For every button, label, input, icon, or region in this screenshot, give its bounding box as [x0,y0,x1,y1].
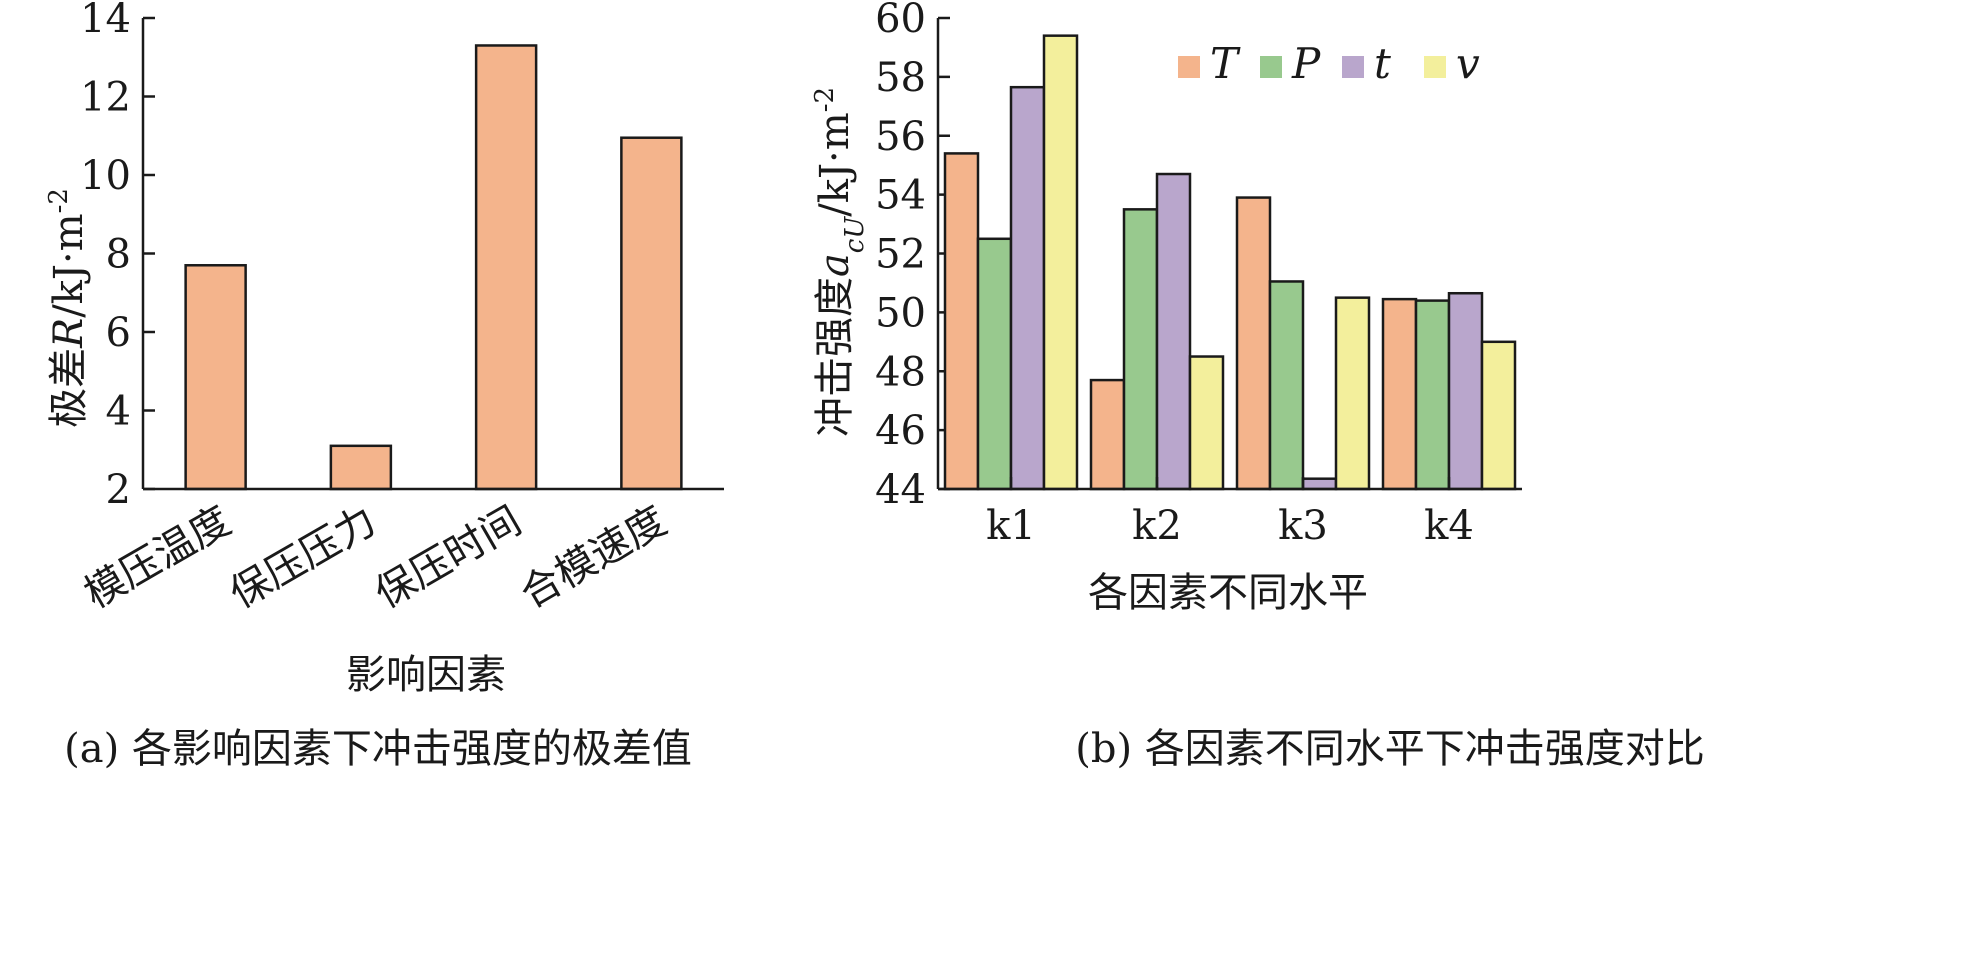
chart-a-bar [329,444,393,491]
chart-b-bar [1268,280,1305,491]
chart-a-y-tick-label: 2 [106,467,131,513]
chart-b-bar [1447,291,1484,491]
chart-a-x-axis-title: 影响因素 [346,652,506,698]
chart-b-legend-swatch [1178,56,1200,78]
chart-a-x-tick-label: 模压温度 [77,498,239,618]
chart-a-x-tick-label: 合模速度 [513,498,675,618]
chart-b-bar [943,152,980,491]
chart-b-bars [943,34,1517,491]
chart-a-y-tick-label: 6 [106,310,131,356]
chart-a-bars [184,44,683,491]
chart-b-bar [1122,208,1159,491]
chart-b-x-tick-label: k3 [1278,503,1328,549]
chart-b-y-tick-label: 60 [875,0,926,42]
chart-b-bar [976,237,1013,491]
chart-b-bar [1188,355,1225,491]
chart-a-x-tick-label: 保压压力 [222,498,384,618]
caption-b: (b) 各因素不同水平下冲击强度对比 [1075,726,1705,772]
chart-a-bar [184,264,247,491]
chart-a-bar [620,136,683,491]
chart-b-y-ticks: 44 46 48 50 52 54 56 58 60 [875,0,950,513]
chart-b-bar [1334,296,1371,491]
chart-a-y-axis-title: 极差R/kJ·m-2 [44,188,92,428]
chart-b-bar [1155,172,1192,491]
caption-a: (a) 各影响因素下冲击强度的极差值 [64,726,692,772]
chart-b-bar [1235,196,1272,491]
chart-b-legend-label: P [1291,39,1321,88]
chart-b-y-tick-label: 44 [875,467,926,513]
chart-b-bar [1301,477,1338,491]
chart-b-bar [1042,34,1079,491]
chart-b-legend-label: T [1210,39,1241,88]
chart-a-y-tick-label: 10 [80,153,131,199]
chart-b-bar [1480,340,1517,491]
chart-a-y-tick-label: 14 [80,0,131,42]
chart-b-comparison: 冲击强度acU/kJ·m-2 44 46 48 50 52 54 56 58 60 k1 k2 k3… [810,0,1705,772]
chart-b-x-tick-labels: k1 k2 k3 k4 [986,477,1474,549]
chart-a-y-tick-label: 12 [80,75,131,121]
chart-b-y-tick-label: 54 [875,173,926,219]
chart-b-y-tick-label: 58 [875,55,926,101]
chart-a-x-tick-label: 保压时间 [368,498,530,618]
chart-a-y-tick-label: 8 [106,232,131,278]
chart-b-legend-swatch [1424,56,1446,78]
chart-b-legend-swatch [1342,56,1364,78]
chart-b-y-tick-label: 56 [875,114,926,160]
chart-b-bar [1381,297,1418,491]
chart-a-y-tick-label: 4 [106,389,131,435]
chart-b-x-axis-title: 各因素不同水平 [1088,570,1368,616]
chart-b-legend-swatch [1260,56,1282,78]
chart-b-legend-label: t [1374,39,1391,88]
chart-b-legend-label: v [1456,39,1480,88]
chart-b-y-tick-label: 46 [875,408,926,454]
chart-b-bar [1009,85,1046,491]
chart-b-x-tick-label: k1 [986,503,1036,549]
chart-b-y-tick-label: 52 [875,232,926,278]
chart-a-y-ticks: 2 4 6 8 10 12 14 [80,0,155,513]
chart-b-y-tick-label: 50 [875,290,926,336]
chart-b-x-tick-label: k2 [1132,503,1182,549]
chart-b-bar [1089,378,1126,491]
chart-b-bar [1414,299,1451,491]
chart-b-y-tick-label: 48 [875,349,926,395]
chart-b-x-tick-label: k4 [1424,503,1474,549]
chart-b-y-axis-title: 冲击强度acU/kJ·m-2 [810,87,870,437]
chart-a-bar [474,44,538,491]
